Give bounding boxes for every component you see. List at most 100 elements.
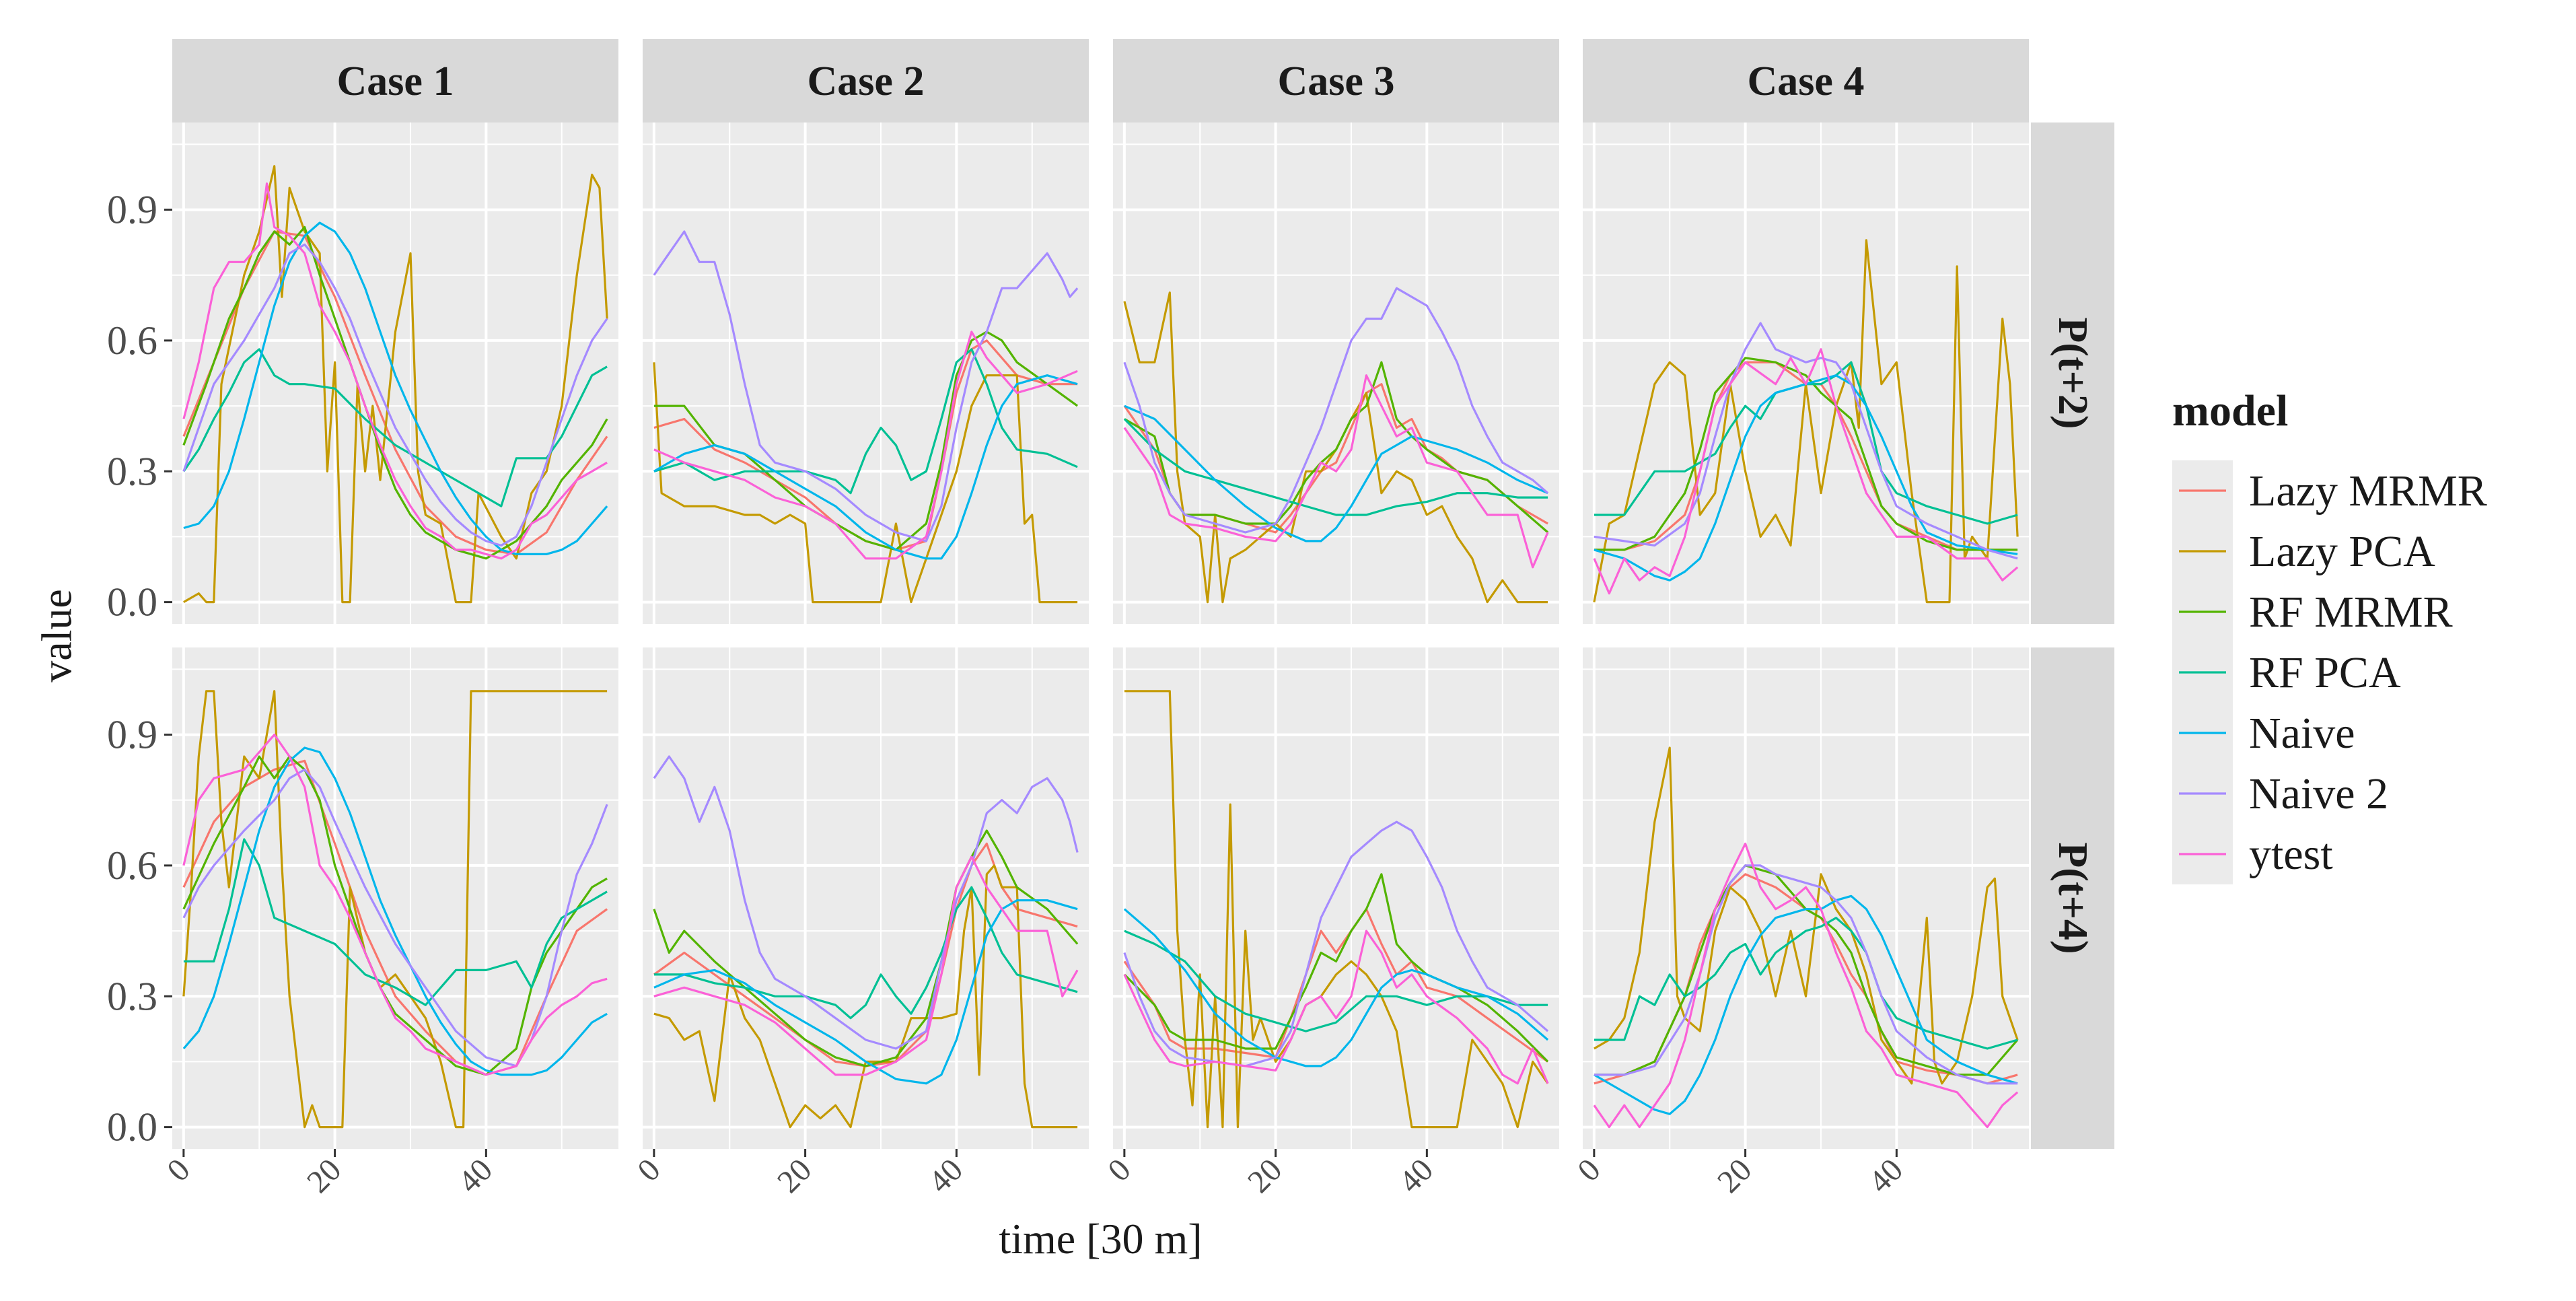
series-group-case-1-p-t-2 [182, 165, 608, 604]
series-line-naive-2 [653, 755, 1079, 1050]
legend-item-naive-2: Naive 2 [2172, 763, 2388, 824]
legend-item-naive: Naive [2172, 703, 2355, 763]
x-tick-label: 40 [452, 1152, 499, 1199]
panel-case-2-p-t-2 [643, 122, 1089, 624]
x-axis-title: time [30 m] [999, 1215, 1202, 1263]
series-line-lazy-pca [183, 165, 608, 604]
panel-background [172, 647, 618, 1149]
y-axis-title: value [33, 589, 81, 682]
y-tick-label: 0.9 [107, 188, 157, 232]
series-line-rf-mrmr [1124, 361, 1549, 534]
y-tick-label: 0.0 [107, 1105, 157, 1150]
y-tick-label: 0.6 [107, 318, 157, 363]
y-tick-label: 0.0 [107, 580, 157, 625]
series-line-ytest [1123, 929, 1549, 1085]
panel-case-4-p-t-2 [1583, 122, 2029, 624]
series-line-naive [653, 374, 1078, 560]
strip-case-4 [1583, 39, 2029, 122]
series-line-naive-2 [1123, 287, 1549, 534]
series-line-naive-2 [1594, 864, 2018, 1085]
legend-item-lazy-mrmr: Lazy MRMR [2172, 460, 2487, 521]
strip-label-case-2: Case 2 [808, 59, 925, 104]
x-tick-label: 0 [160, 1152, 196, 1188]
series-line-rf-pca [1123, 418, 1548, 516]
x-tick-label: 40 [1862, 1152, 1910, 1199]
x-tick-label: 20 [1241, 1152, 1289, 1199]
series-line-ytest [653, 855, 1079, 1076]
series-line-naive [1124, 405, 1548, 542]
panel-background [1113, 647, 1559, 1149]
series-line-ytest [182, 734, 608, 1076]
legend-label: Lazy PCA [2249, 527, 2435, 576]
legend-label: RF MRMR [2249, 588, 2453, 637]
series-line-rf-mrmr [653, 829, 1079, 1067]
series-line-ytest [653, 330, 1078, 560]
x-tick-label: 20 [1711, 1152, 1758, 1199]
series-group-case-3-p-t-4 [1123, 690, 1549, 1129]
x-tick-label: 0 [1101, 1152, 1137, 1188]
legend-label: Lazy MRMR [2249, 466, 2487, 516]
legend-item-ytest: ytest [2172, 824, 2333, 884]
series-line-ytest [1593, 842, 2019, 1129]
x-tick-label: 0 [1571, 1152, 1607, 1188]
series-line-lazy-mrmr [653, 339, 1078, 551]
x-tick-label: 40 [922, 1152, 970, 1199]
series-line-rf-pca [1124, 929, 1548, 1032]
strip-label-case-1: Case 1 [337, 59, 454, 104]
panel-background [1583, 647, 2029, 1149]
x-tick-label: 20 [300, 1152, 348, 1199]
series-line-naive [653, 899, 1078, 1085]
y-tick-label: 0.3 [107, 974, 157, 1018]
y-tick-label: 0.9 [107, 713, 157, 757]
series-line-lazy-pca [1594, 746, 2019, 1085]
series-line-rf-mrmr [1594, 864, 2019, 1076]
strip-p-t-2 [2031, 122, 2114, 624]
series-group-case-2-p-t-2 [653, 230, 1079, 604]
legend-item-rf-mrmr: RF MRMR [2172, 582, 2453, 642]
y-tick-label: 0.6 [107, 843, 157, 888]
series-line-lazy-mrmr [182, 759, 608, 1076]
series-line-rf-pca [653, 348, 1078, 495]
strip-case-1 [172, 39, 618, 122]
series-line-rf-mrmr [182, 225, 608, 560]
strip-case-2 [643, 39, 1089, 122]
y-tick-label: 0.3 [107, 449, 157, 493]
series-line-naive [183, 221, 608, 555]
legend-label: Naive [2249, 709, 2355, 758]
series-line-naive-2 [1123, 820, 1549, 1067]
x-tick-label: 0 [631, 1152, 667, 1188]
legend-label: RF PCA [2249, 648, 2401, 697]
series-line-ytest [1123, 374, 1549, 569]
series-group-case-4-p-t-2 [1593, 239, 2019, 604]
panel-case-1-p-t-4 [172, 647, 618, 1149]
series-group-case-2-p-t-4 [653, 755, 1079, 1129]
strip-case-3 [1113, 39, 1559, 122]
series-line-rf-pca [1594, 917, 2018, 1050]
strip-label-case-3: Case 3 [1278, 59, 1395, 104]
series-line-lazy-pca [182, 690, 608, 1129]
series-line-ytest [1593, 348, 2019, 595]
series-line-naive-2 [182, 768, 608, 1067]
strip-label-p-t-2: P(t+2) [2050, 317, 2096, 429]
legend-item-lazy-pca: Lazy PCA [2172, 521, 2435, 582]
series-line-naive-2 [653, 230, 1079, 542]
series-line-naive [1123, 908, 1549, 1067]
series-line-naive [182, 746, 608, 1076]
panel-case-3-p-t-4 [1113, 647, 1559, 1149]
legend-label: Naive 2 [2249, 769, 2388, 818]
series-line-lazy-pca [1124, 690, 1549, 1129]
strip-label-case-4: Case 4 [1748, 59, 1865, 104]
series-line-lazy-pca [653, 864, 1078, 1129]
panel-background [1113, 122, 1559, 624]
series-line-ytest [182, 182, 608, 560]
series-group-case-4-p-t-4 [1593, 746, 2019, 1129]
x-tick-label: 20 [771, 1152, 818, 1199]
x-tick-label: 40 [1392, 1152, 1440, 1199]
panel-case-4-p-t-4 [1583, 647, 2029, 1149]
series-line-lazy-mrmr [653, 842, 1078, 1067]
series-line-lazy-mrmr [182, 230, 608, 555]
legend-title: model [2172, 386, 2288, 435]
panel-case-3-p-t-2 [1113, 122, 1559, 624]
